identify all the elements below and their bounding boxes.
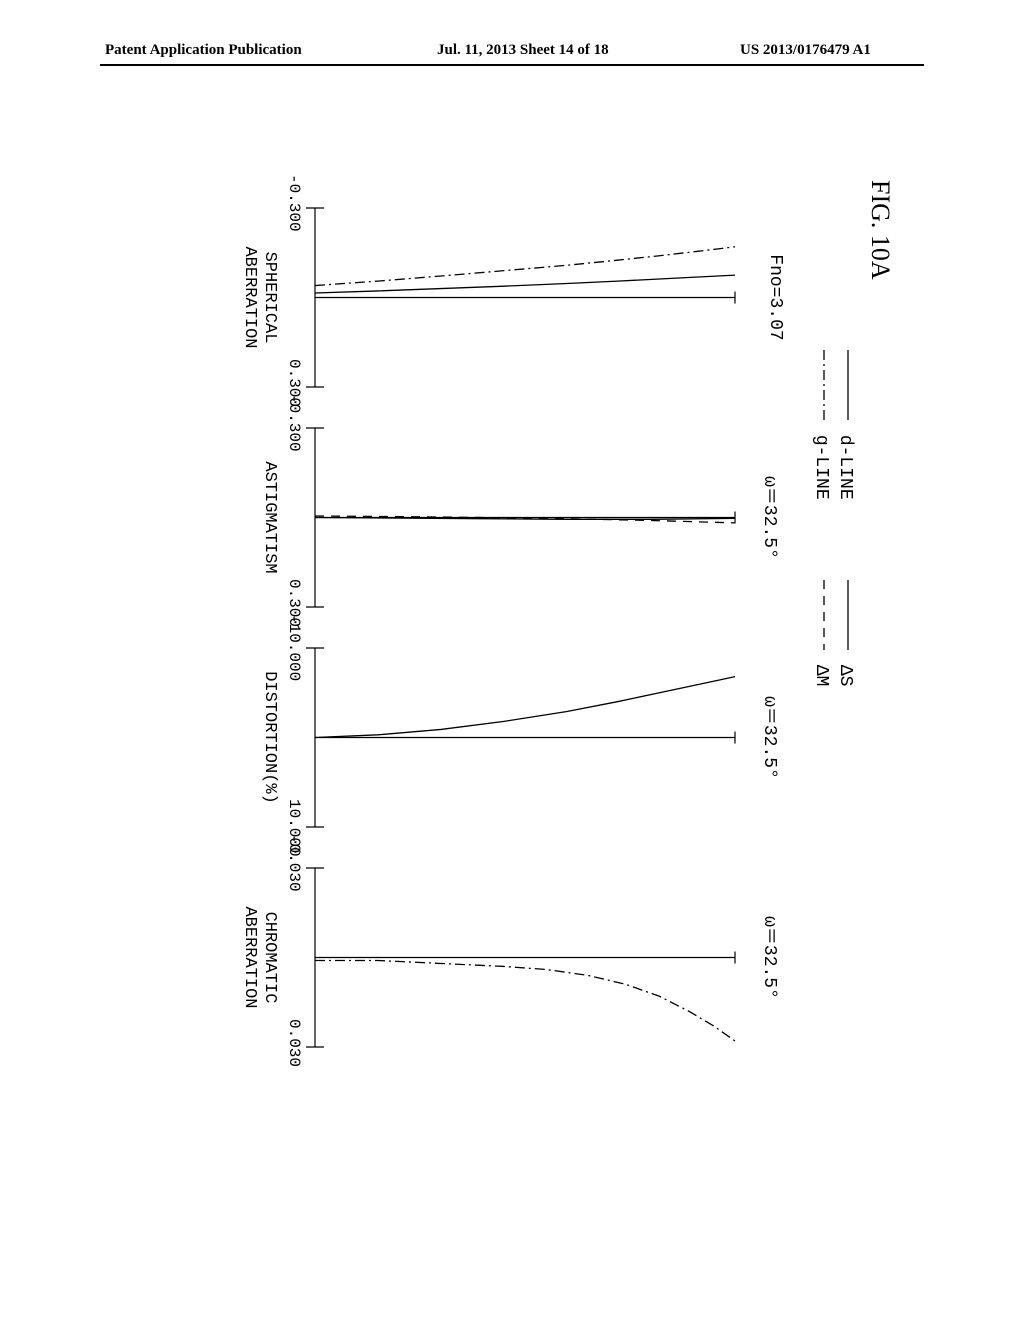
curve-distortion-0	[315, 677, 735, 738]
figure-container: FIG. 10A d-LINE g-LINE ΔS ΔM Fno=3.07-0.…	[130, 180, 895, 1080]
axis-label-distortion: DISTORTION(%)	[259, 640, 279, 835]
legend-dline: d-LINE	[835, 350, 855, 500]
axis-label-astigmatism: ASTIGMATISM	[259, 420, 279, 615]
panel-title-astigmatism: ω＝32.5°	[759, 420, 785, 615]
tick-right-chromatic: 0.030	[285, 1019, 303, 1067]
panel-title-spherical: Fno=3.07	[765, 200, 785, 395]
panel-spherical: Fno=3.07-0.3000.300SPHERICAL ABERRATION	[165, 200, 785, 395]
plot-distortion	[295, 640, 745, 835]
legend-ds-label: ΔS	[835, 665, 855, 687]
header-rule	[100, 64, 924, 66]
tick-left-astigmatism: -0.300	[285, 394, 303, 452]
legend-dm-label: ΔM	[811, 665, 831, 687]
page: Patent Application Publication Jul. 11, …	[0, 0, 1024, 1320]
curve-spherical-1	[315, 247, 735, 286]
figure-label: FIG. 10A	[865, 180, 895, 280]
legend-ds: ΔS	[835, 580, 855, 686]
axis-label-chromatic: CHROMATIC ABERRATION	[240, 860, 279, 1055]
axis-label-spherical: SPHERICAL ABERRATION	[240, 200, 279, 395]
legend-gline: g-LINE	[811, 350, 831, 500]
panel-chromatic: ω＝32.5°-0.0300.030CHROMATIC ABERRATION	[165, 860, 785, 1055]
tick-left-spherical: -0.300	[285, 174, 303, 232]
legend-gline-label: g-LINE	[811, 435, 831, 500]
tick-left-chromatic: -0.030	[285, 834, 303, 892]
curve-spherical-0	[315, 275, 735, 293]
panels-row: Fno=3.07-0.3000.300SPHERICAL ABERRATION ω…	[165, 200, 785, 1080]
header-right: US 2013/0176479 A1	[740, 42, 871, 59]
legend-dm: ΔM	[811, 580, 831, 686]
panel-distortion: ω＝32.5°-10.00010.000DISTORTION(%)	[165, 640, 785, 835]
legend-dline-label: d-LINE	[835, 435, 855, 500]
panel-title-chromatic: ω＝32.5°	[759, 860, 785, 1055]
plot-chromatic	[295, 860, 745, 1055]
figure-rotated-group: FIG. 10A d-LINE g-LINE ΔS ΔM Fno=3.07-0.…	[130, 180, 895, 1080]
header-left: Patent Application Publication	[105, 42, 302, 59]
tick-left-distortion: -10.000	[285, 614, 303, 681]
header-middle: Jul. 11, 2013 Sheet 14 of 18	[437, 42, 609, 59]
curve-chromatic-0	[315, 960, 735, 1041]
plot-spherical	[295, 200, 745, 395]
plot-astigmatism	[295, 420, 745, 615]
panel-title-distortion: ω＝32.5°	[759, 640, 785, 835]
panel-astigmatism: ω＝32.5°-0.3000.300ASTIGMATISM	[165, 420, 785, 615]
